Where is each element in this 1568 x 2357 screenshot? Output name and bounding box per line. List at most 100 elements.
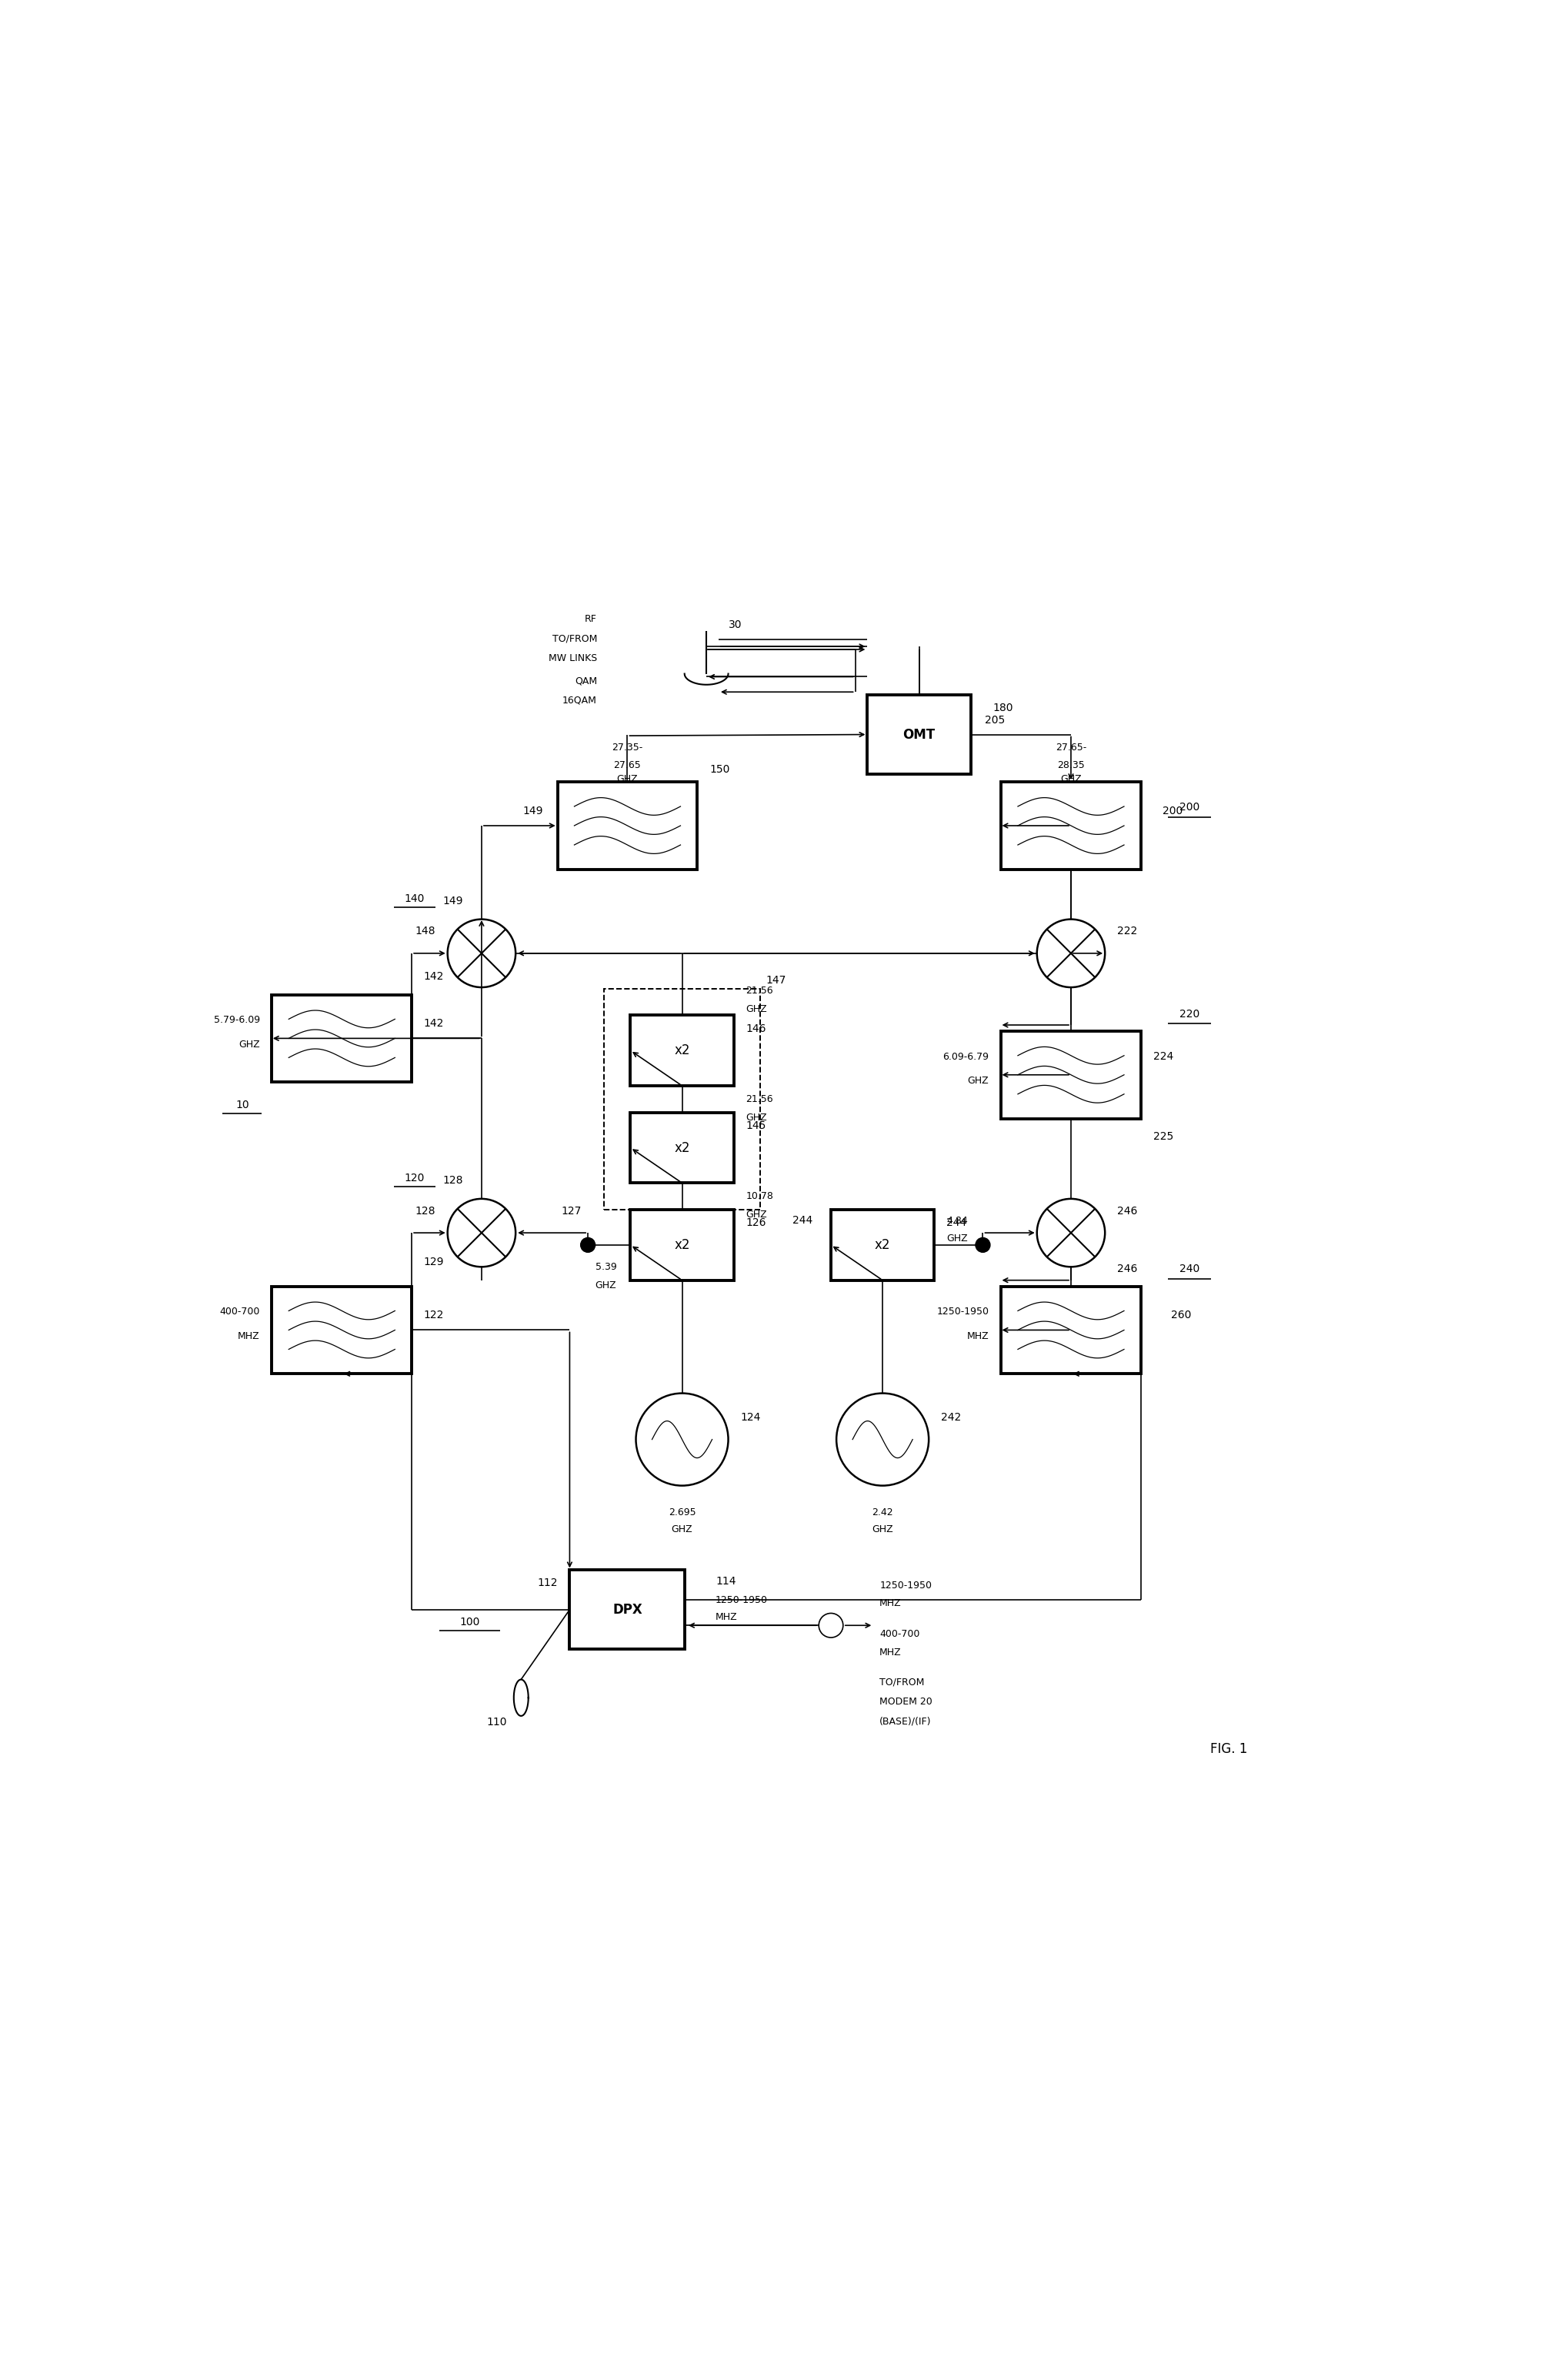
Text: 28.35: 28.35 bbox=[1057, 759, 1085, 771]
Text: 140: 140 bbox=[405, 893, 425, 905]
Text: 27.65: 27.65 bbox=[613, 759, 641, 771]
Text: MHZ: MHZ bbox=[880, 1598, 902, 1607]
Text: 150: 150 bbox=[709, 764, 729, 775]
Text: 129: 129 bbox=[423, 1256, 444, 1268]
Bar bbox=[630, 1209, 734, 1280]
Bar bbox=[569, 1570, 685, 1650]
Text: GHZ: GHZ bbox=[746, 1113, 767, 1122]
Text: DPX: DPX bbox=[613, 1603, 643, 1617]
Circle shape bbox=[1036, 1200, 1105, 1266]
Text: 5.79-6.09: 5.79-6.09 bbox=[213, 1016, 260, 1025]
Text: 127: 127 bbox=[561, 1204, 582, 1216]
Bar bbox=[1000, 1287, 1142, 1374]
Text: 128: 128 bbox=[416, 1204, 436, 1216]
Text: 142: 142 bbox=[423, 1018, 444, 1030]
Text: GHZ: GHZ bbox=[238, 1039, 260, 1049]
Text: GHZ: GHZ bbox=[1060, 775, 1082, 785]
Text: 142: 142 bbox=[423, 971, 444, 983]
Text: 400-700: 400-700 bbox=[220, 1306, 260, 1318]
Text: 2.42: 2.42 bbox=[872, 1508, 894, 1518]
Text: 244: 244 bbox=[792, 1216, 812, 1226]
Text: 27.35-: 27.35- bbox=[612, 742, 643, 752]
Bar bbox=[271, 995, 412, 1082]
Text: (BASE)/(IF): (BASE)/(IF) bbox=[880, 1716, 931, 1725]
Text: 6.09-6.79: 6.09-6.79 bbox=[942, 1051, 989, 1061]
Text: x2: x2 bbox=[674, 1237, 690, 1252]
Text: x2: x2 bbox=[674, 1044, 690, 1058]
Text: MW LINKS: MW LINKS bbox=[549, 653, 597, 662]
Text: 225: 225 bbox=[1152, 1131, 1173, 1143]
Text: RF: RF bbox=[585, 615, 597, 625]
Text: 2.695: 2.695 bbox=[668, 1508, 696, 1518]
Text: x2: x2 bbox=[674, 1141, 690, 1155]
Text: GHZ: GHZ bbox=[596, 1280, 616, 1289]
Text: 242: 242 bbox=[941, 1412, 961, 1424]
Text: GHZ: GHZ bbox=[947, 1235, 967, 1244]
Text: 244: 244 bbox=[947, 1219, 966, 1228]
Text: 10: 10 bbox=[235, 1101, 249, 1110]
Text: 147: 147 bbox=[767, 976, 787, 985]
Text: 400-700: 400-700 bbox=[880, 1629, 920, 1638]
Text: GHZ: GHZ bbox=[616, 775, 638, 785]
Text: 1250-1950: 1250-1950 bbox=[715, 1596, 768, 1605]
Text: 224: 224 bbox=[1152, 1051, 1173, 1063]
Text: 222: 222 bbox=[1116, 926, 1137, 936]
Text: GHZ: GHZ bbox=[746, 1209, 767, 1219]
Text: 122: 122 bbox=[423, 1310, 444, 1320]
Circle shape bbox=[836, 1393, 928, 1485]
Text: TO/FROM: TO/FROM bbox=[552, 634, 597, 643]
Text: 149: 149 bbox=[522, 806, 543, 816]
Circle shape bbox=[580, 1237, 596, 1252]
Text: 145: 145 bbox=[746, 1120, 767, 1131]
Text: GHZ: GHZ bbox=[746, 1004, 767, 1014]
Bar bbox=[1000, 783, 1142, 870]
Circle shape bbox=[447, 919, 516, 988]
Text: 205: 205 bbox=[985, 714, 1005, 726]
Text: QAM: QAM bbox=[574, 676, 597, 686]
Text: 146: 146 bbox=[746, 1023, 767, 1035]
Text: GHZ: GHZ bbox=[967, 1075, 989, 1087]
Circle shape bbox=[637, 1393, 728, 1485]
Text: OMT: OMT bbox=[903, 728, 935, 742]
Circle shape bbox=[1036, 919, 1105, 988]
Text: 10.78: 10.78 bbox=[746, 1190, 773, 1202]
Text: 148: 148 bbox=[416, 926, 436, 936]
Text: 1250-1950: 1250-1950 bbox=[936, 1306, 989, 1318]
Text: 30: 30 bbox=[728, 620, 742, 632]
Text: GHZ: GHZ bbox=[872, 1525, 894, 1534]
Text: MHZ: MHZ bbox=[715, 1612, 737, 1622]
Text: 27.65-: 27.65- bbox=[1055, 742, 1087, 752]
Bar bbox=[831, 1209, 935, 1280]
Text: TO/FROM: TO/FROM bbox=[880, 1678, 925, 1688]
Text: 16QAM: 16QAM bbox=[563, 695, 597, 705]
Text: 120: 120 bbox=[405, 1174, 425, 1183]
Text: 128: 128 bbox=[442, 1176, 464, 1186]
Text: FIG. 1: FIG. 1 bbox=[1210, 1742, 1248, 1756]
Circle shape bbox=[447, 1200, 516, 1266]
Text: 240: 240 bbox=[1179, 1263, 1200, 1275]
Text: 5.39: 5.39 bbox=[596, 1261, 616, 1273]
Text: 114: 114 bbox=[715, 1577, 735, 1586]
Bar bbox=[558, 783, 698, 870]
Text: 220: 220 bbox=[1179, 1009, 1200, 1021]
Text: MHZ: MHZ bbox=[238, 1332, 260, 1341]
Text: 246: 246 bbox=[1116, 1263, 1137, 1275]
Text: 246: 246 bbox=[1116, 1204, 1137, 1216]
Text: 124: 124 bbox=[740, 1412, 760, 1424]
Bar bbox=[630, 1016, 734, 1087]
Text: 1250-1950: 1250-1950 bbox=[880, 1579, 931, 1591]
Text: x2: x2 bbox=[875, 1237, 891, 1252]
Bar bbox=[1000, 1030, 1142, 1120]
Text: GHZ: GHZ bbox=[671, 1525, 693, 1534]
Text: 180: 180 bbox=[993, 702, 1013, 714]
Circle shape bbox=[975, 1237, 989, 1252]
Text: 126: 126 bbox=[746, 1219, 767, 1228]
Bar bbox=[604, 988, 760, 1209]
Text: 21.56: 21.56 bbox=[746, 1094, 773, 1103]
Text: 149: 149 bbox=[442, 896, 464, 907]
Text: 112: 112 bbox=[538, 1577, 558, 1589]
Text: MODEM 20: MODEM 20 bbox=[880, 1697, 933, 1706]
Text: 4.84: 4.84 bbox=[947, 1216, 967, 1226]
Text: 100: 100 bbox=[459, 1617, 480, 1626]
Bar bbox=[630, 1113, 734, 1183]
